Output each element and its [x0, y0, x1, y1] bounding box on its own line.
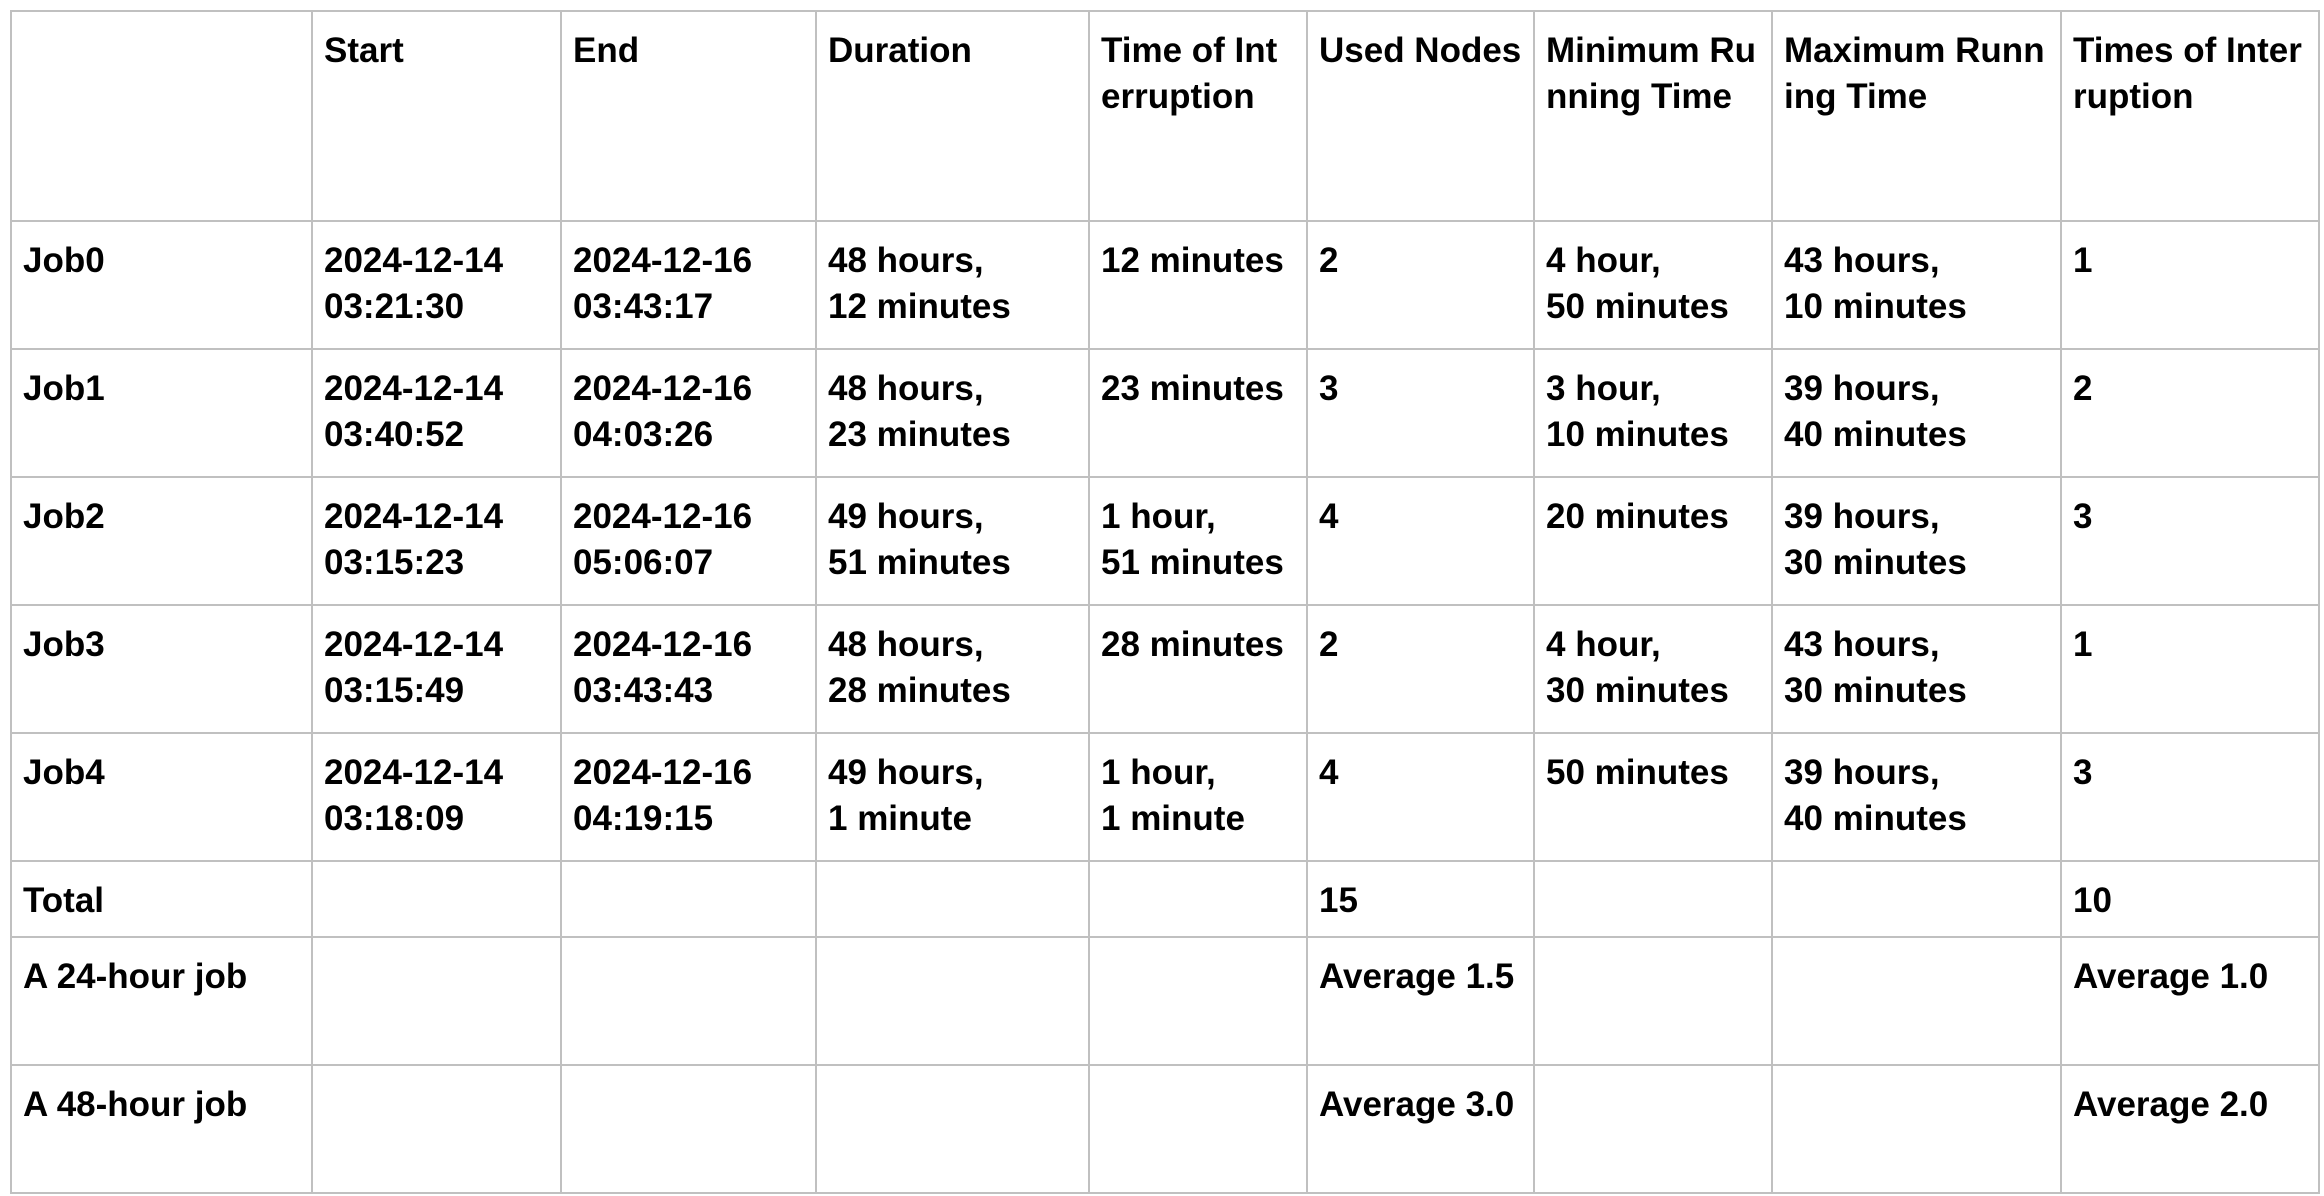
table-cell[interactable]: Average 1.5 [1306, 936, 1535, 1066]
table-cell[interactable]: Job4 [10, 732, 313, 862]
header-cell-corner[interactable] [10, 10, 313, 222]
table-cell[interactable]: 2024-12-14 03:15:23 [311, 476, 562, 606]
table-cell[interactable]: 3 [2060, 732, 2320, 862]
table-cell[interactable] [1533, 936, 1773, 1066]
header-cell-times-of-interruption[interactable]: Times of Interruption [2060, 10, 2320, 222]
table-cell[interactable]: 10 [2060, 860, 2320, 938]
table-cell[interactable]: 3 [2060, 476, 2320, 606]
table-row-job4: Job4 2024-12-14 03:18:09 2024-12-16 04:1… [10, 732, 2320, 862]
jobs-spreadsheet: Start End Duration Time of Interruption … [10, 10, 2320, 1194]
table-cell[interactable] [1088, 1064, 1308, 1194]
table-cell[interactable]: Job2 [10, 476, 313, 606]
table-row-24-hour-job: A 24-hour job Average 1.5 Average 1.0 [10, 936, 2320, 1066]
header-cell-end[interactable]: End [560, 10, 817, 222]
table-cell[interactable]: 2024-12-16 03:43:17 [560, 220, 817, 350]
table-cell[interactable]: 2024-12-16 04:19:15 [560, 732, 817, 862]
table-cell[interactable]: 3 [1306, 348, 1535, 478]
table-cell[interactable]: 50 minutes [1533, 732, 1773, 862]
table-cell[interactable]: 15 [1306, 860, 1535, 938]
table-cell[interactable]: A 48-hour job [10, 1064, 313, 1194]
table-row-48-hour-job: A 48-hour job Average 3.0 Average 2.0 [10, 1064, 2320, 1194]
table-cell[interactable]: 2024-12-16 04:03:26 [560, 348, 817, 478]
table-cell[interactable]: 2024-12-14 03:21:30 [311, 220, 562, 350]
table-cell[interactable]: 1 [2060, 604, 2320, 734]
table-cell[interactable] [1533, 1064, 1773, 1194]
table-cell[interactable] [815, 860, 1090, 938]
table-cell[interactable] [560, 1064, 817, 1194]
table-cell[interactable] [560, 860, 817, 938]
table-cell[interactable] [311, 860, 562, 938]
table-cell[interactable]: 2 [1306, 604, 1535, 734]
table-cell[interactable]: 3 hour, 10 minutes [1533, 348, 1773, 478]
table-cell[interactable]: 2 [2060, 348, 2320, 478]
header-cell-maximum-running-time[interactable]: Maximum Running Time [1771, 10, 2062, 222]
table-cell[interactable]: Average 2.0 [2060, 1064, 2320, 1194]
table-cell[interactable]: 43 hours, 10 minutes [1771, 220, 2062, 350]
table-cell[interactable]: 4 hour, 30 minutes [1533, 604, 1773, 734]
table-cell[interactable]: Job3 [10, 604, 313, 734]
table-cell[interactable]: 4 hour, 50 minutes [1533, 220, 1773, 350]
table-cell[interactable]: 4 [1306, 476, 1535, 606]
table-cell[interactable]: Total [10, 860, 313, 938]
table-row-job2: Job2 2024-12-14 03:15:23 2024-12-16 05:0… [10, 476, 2320, 606]
table-cell[interactable] [815, 1064, 1090, 1194]
header-row: Start End Duration Time of Interruption … [10, 10, 2320, 222]
table-cell[interactable]: 39 hours, 30 minutes [1771, 476, 2062, 606]
table-cell[interactable]: 1 hour, 1 minute [1088, 732, 1308, 862]
table-cell[interactable]: A 24-hour job [10, 936, 313, 1066]
table-cell[interactable]: 2024-12-14 03:18:09 [311, 732, 562, 862]
header-cell-time-of-interruption[interactable]: Time of Interruption [1088, 10, 1308, 222]
header-cell-duration[interactable]: Duration [815, 10, 1090, 222]
table-cell[interactable]: Average 1.0 [2060, 936, 2320, 1066]
table-cell[interactable] [1771, 860, 2062, 938]
table-cell[interactable]: 49 hours, 1 minute [815, 732, 1090, 862]
table-cell[interactable] [1771, 936, 2062, 1066]
table-row-job3: Job3 2024-12-14 03:15:49 2024-12-16 03:4… [10, 604, 2320, 734]
table-cell[interactable]: Job1 [10, 348, 313, 478]
table-cell[interactable]: 2024-12-14 03:40:52 [311, 348, 562, 478]
table-cell[interactable]: 48 hours, 23 minutes [815, 348, 1090, 478]
table-cell[interactable]: 2024-12-16 05:06:07 [560, 476, 817, 606]
header-cell-minimum-running-time[interactable]: Minimum Running Time [1533, 10, 1773, 222]
table-cell[interactable]: 39 hours, 40 minutes [1771, 732, 2062, 862]
table-cell[interactable]: 43 hours, 30 minutes [1771, 604, 2062, 734]
table-cell[interactable]: 2 [1306, 220, 1535, 350]
table-cell[interactable]: 4 [1306, 732, 1535, 862]
table-row-job1: Job1 2024-12-14 03:40:52 2024-12-16 04:0… [10, 348, 2320, 478]
jobs-table: Start End Duration Time of Interruption … [10, 10, 2320, 1194]
table-cell[interactable] [1088, 936, 1308, 1066]
table-cell[interactable] [1771, 1064, 2062, 1194]
table-cell[interactable]: 12 minutes [1088, 220, 1308, 350]
table-cell[interactable]: 1 hour, 51 minutes [1088, 476, 1308, 606]
table-cell[interactable]: 2024-12-16 03:43:43 [560, 604, 817, 734]
table-cell[interactable] [311, 936, 562, 1066]
table-cell[interactable]: 49 hours, 51 minutes [815, 476, 1090, 606]
table-cell[interactable]: 48 hours, 28 minutes [815, 604, 1090, 734]
table-cell[interactable] [1088, 860, 1308, 938]
table-cell[interactable]: 20 minutes [1533, 476, 1773, 606]
table-cell[interactable]: Job0 [10, 220, 313, 350]
table-cell[interactable]: 1 [2060, 220, 2320, 350]
table-row-job0: Job0 2024-12-14 03:21:30 2024-12-16 03:4… [10, 220, 2320, 350]
table-cell[interactable]: Average 3.0 [1306, 1064, 1535, 1194]
table-cell[interactable]: 28 minutes [1088, 604, 1308, 734]
table-cell[interactable] [1533, 860, 1773, 938]
header-cell-used-nodes[interactable]: Used Nodes [1306, 10, 1535, 222]
table-cell[interactable]: 23 minutes [1088, 348, 1308, 478]
table-cell[interactable] [560, 936, 817, 1066]
table-cell[interactable] [311, 1064, 562, 1194]
table-row-total: Total 15 10 [10, 860, 2320, 938]
header-cell-start[interactable]: Start [311, 10, 562, 222]
table-cell[interactable]: 39 hours, 40 minutes [1771, 348, 2062, 478]
table-cell[interactable]: 48 hours, 12 minutes [815, 220, 1090, 350]
table-cell[interactable]: 2024-12-14 03:15:49 [311, 604, 562, 734]
table-cell[interactable] [815, 936, 1090, 1066]
